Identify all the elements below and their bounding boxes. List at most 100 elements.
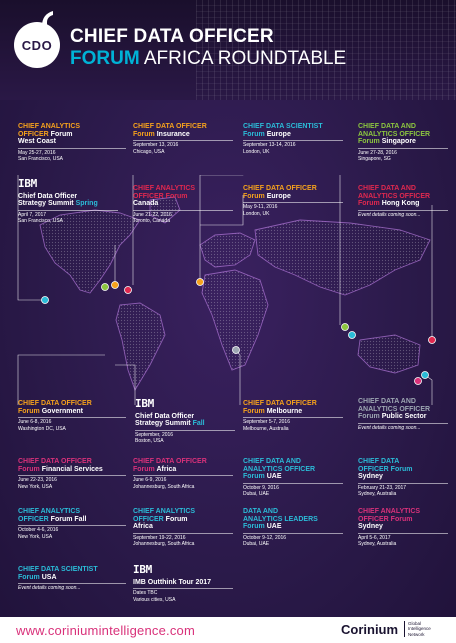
event-dal-uae: DATA AND ANALYTICS LEADERS Forum UAE Oct… xyxy=(243,508,343,548)
event-title: Forum xyxy=(358,200,380,208)
event-city: Toronto, Canada xyxy=(133,218,170,225)
event-city: Singapore, SG xyxy=(358,156,391,163)
event-date: Dates TBC xyxy=(133,590,158,597)
event-subtitle: Singapore xyxy=(379,138,416,146)
cdo-logo: CDO xyxy=(14,22,60,68)
event-title: CHIEF DATA AND xyxy=(358,398,416,405)
event-title: CHIEF DATA OFFICER xyxy=(18,400,92,407)
event-subtitle: Insurance xyxy=(154,130,190,138)
event-subtitle: Forum xyxy=(48,130,73,138)
event-city: London, UK xyxy=(243,210,270,217)
event-cdo-government: CHIEF DATA OFFICER Forum Government June… xyxy=(18,400,126,432)
event-title: Forum xyxy=(243,407,265,415)
tagline-line: Network xyxy=(408,631,425,637)
event-subtitle: Forum Fall xyxy=(48,515,87,523)
event-city: New York, USA xyxy=(18,533,53,540)
event-subtitle: Public Sector xyxy=(379,413,427,421)
event-date: October 4-6, 2016 xyxy=(18,527,59,534)
event-city: Melbourne, Australia xyxy=(243,425,289,432)
event-title: CHIEF ANALYTICS xyxy=(18,123,81,130)
event-title: ANALYTICS LEADERS xyxy=(243,515,318,523)
event-title: CHIEF ANALYTICS xyxy=(358,508,421,515)
event-city: Washington DC, USA xyxy=(18,425,66,432)
event-title: Forum xyxy=(133,130,155,138)
event-date: April 5-6, 2017 xyxy=(358,535,391,542)
event-title: CHIEF DATA AND xyxy=(243,458,301,465)
event-title: OFFICER xyxy=(18,515,49,523)
event-date: June 6-8, 2016 xyxy=(18,419,52,426)
ibm-logo: IBM xyxy=(133,563,152,576)
event-cds-usa: CHIEF DATA SCIENTIST Forum USA Event det… xyxy=(18,566,126,592)
event-cao-west-coast: CHIEF ANALYTICS OFFICER Forum West Coast… xyxy=(18,123,126,163)
event-subtitle: UAE xyxy=(264,523,282,531)
event-subtitle: Hong Kong xyxy=(379,200,420,208)
tagline-line: Global xyxy=(408,621,422,626)
ibm-logo: IBM xyxy=(135,397,154,410)
event-cdo-africa: CHIEF DATA OFFICER Forum Africa June 6-9… xyxy=(133,458,233,490)
event-city: Johannesburg, South Africa xyxy=(133,483,195,490)
event-cdo-europe: CHIEF DATA OFFICER Forum Europe May 9-11… xyxy=(243,185,343,217)
title-line-2: FORUM AFRICA ROUNDTABLE xyxy=(70,48,346,70)
event-date: June 22-23, 2016 xyxy=(18,477,57,484)
event-cao-fall: CHIEF ANALYTICS OFFICER Forum Fall Octob… xyxy=(18,508,126,540)
corinium-tagline: Global Intelligence Network xyxy=(404,621,431,638)
event-title: OFFICER xyxy=(18,130,49,138)
event-date: June 21-22, 2016 xyxy=(133,212,172,219)
event-title: ANALYTICS OFFICER xyxy=(358,405,431,413)
event-city: London, UK xyxy=(243,148,270,155)
event-city: New York, USA xyxy=(18,483,53,490)
event-title: CHIEF DATA OFFICER xyxy=(243,400,317,407)
event-date: May 25-27, 2016 xyxy=(18,150,56,157)
event-title: Forum xyxy=(243,523,265,531)
event-ibm-outthink: IBM IMB Outthink Tour 2017 Dates TBC Vari… xyxy=(133,563,233,603)
event-city: Chicago, USA xyxy=(133,148,165,155)
event-location-name: Canada xyxy=(133,200,159,208)
event-date: October 9-12, 2016 xyxy=(243,535,287,542)
event-title: CHIEF DATA SCIENTIST xyxy=(18,566,98,573)
event-date: June 27-28, 2016 xyxy=(358,150,397,157)
event-title: OFFICER xyxy=(358,515,389,523)
event-city: San Francisco, USA xyxy=(18,156,64,163)
africa-shape xyxy=(201,269,269,371)
event-title: CHIEF DATA OFFICER xyxy=(133,458,207,465)
header-pattern xyxy=(196,0,456,100)
greenland-shape xyxy=(149,196,181,224)
logo-text: CDO xyxy=(21,37,53,53)
event-city: Sydney, Australia xyxy=(358,491,397,498)
asia-shape xyxy=(254,219,431,296)
title-accent: FORUM xyxy=(70,48,140,69)
event-city: Boston, USA xyxy=(135,438,164,445)
event-subtitle: Europe xyxy=(264,192,291,200)
event-subtitle: Forum xyxy=(163,515,188,523)
event-title: IMB Outthink Tour 2017 xyxy=(133,578,212,586)
event-subtitle: Spring xyxy=(73,200,98,208)
event-date: September 19-22, 2016 xyxy=(133,535,186,542)
event-location-name: Africa xyxy=(133,523,153,531)
event-city: Dubai, UAE xyxy=(243,541,270,548)
website-link[interactable]: www.coriniumintelligence.com xyxy=(16,623,195,638)
event-subtitle: UAE xyxy=(264,473,282,481)
event-title: CHIEF DATA AND xyxy=(358,123,416,130)
event-title: ANALYTICS OFFICER xyxy=(358,130,431,138)
event-subtitle: Africa xyxy=(154,465,177,473)
event-date: Event details coming soon... xyxy=(358,212,421,219)
event-subtitle: USA xyxy=(39,573,57,581)
corinium-logo: Corinium xyxy=(341,622,399,637)
event-date: October 9, 2016 xyxy=(243,485,279,492)
event-subtitle: Financial Services xyxy=(39,465,103,473)
south-america-shape xyxy=(115,302,166,392)
event-title: CHIEF ANALYTICS xyxy=(18,508,81,515)
event-cao-sydney: CHIEF ANALYTICS OFFICER Forum Sydney Apr… xyxy=(358,508,448,548)
event-title: OFFICER xyxy=(133,515,164,523)
event-title: OFFICER xyxy=(133,192,164,200)
event-title: Chief Data Officer xyxy=(135,412,195,420)
event-city: San Francisco, USA xyxy=(18,218,64,225)
event-title: DATA AND xyxy=(243,508,278,515)
event-title: Forum xyxy=(243,473,265,481)
event-title: CHIEF ANALYTICS xyxy=(133,508,196,515)
event-title: Forum xyxy=(243,130,265,138)
ibm-logo: IBM xyxy=(18,177,37,190)
event-cdo-financial-services: CHIEF DATA OFFICER Forum Financial Servi… xyxy=(18,458,126,490)
footer: www.coriniumintelligence.com Corinium Gl… xyxy=(0,617,456,643)
